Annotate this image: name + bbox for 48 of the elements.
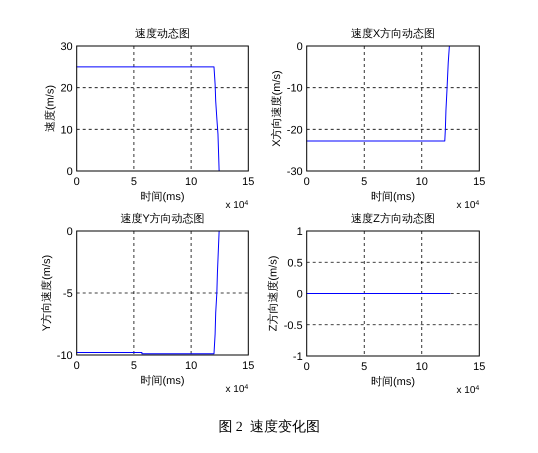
x-tick-label: 15 [242,360,254,372]
y-tick-label: -10 [56,350,73,362]
x-tick-label: 15 [242,176,254,188]
y-tick-label: -30 [286,166,303,178]
y-tick-label: 10 [60,124,73,136]
y-axis-title: Y方向速度(m/s) [40,254,53,332]
y-axis-title: Z方向速度(m/s) [266,256,280,332]
y-tick-label: 0.5 [287,257,303,270]
chart-title: 速度动态图 [135,27,190,40]
text: x 10$^{4}$ [225,200,248,211]
x-tick-label: 10 [416,176,428,188]
x-tick-label: 15 [473,361,486,373]
x-tick-label: 5 [130,176,137,188]
x-tick-label: 10 [184,360,198,372]
text: x 10$^{4}$ [456,384,480,396]
text: x 10$^{4}$ [225,384,248,395]
chart-title: 速度Y方向动态图 [120,212,205,225]
y-tick-label: 20 [60,82,73,95]
y-tick-label: -20 [286,124,303,136]
chart-title: 速度Z方向动态图 [351,212,435,225]
caption: 图 2 速度变化图 [218,419,320,435]
y-tick-label: -10 [286,82,303,95]
line-series [76,230,220,354]
chart-title: 速度X方向动态图 [350,27,436,40]
y-tick-label: 0 [66,166,73,178]
x-axis-title: 时间(ms) [140,374,184,387]
y-tick-label: 0 [296,41,303,53]
y-axis-title: 速度(m/s) [43,84,56,132]
line-series [306,46,450,142]
y-tick-label: 0 [296,288,303,300]
x-axis-title: 时间(ms) [371,190,415,203]
y-tick-label: 1 [296,226,303,238]
x-tick-label: 10 [416,361,428,373]
x-tick-label: 10 [184,176,198,188]
y-tick-label: 30 [60,41,73,53]
y-tick-label: 0 [66,226,73,238]
x-tick-label: 5 [130,360,137,372]
y-axis-title: X方向速度(m/s) [270,70,283,147]
x-tick-label: 5 [361,176,368,188]
x-tick-label: 15 [473,176,486,188]
x-axis-title: 时间(ms) [140,190,184,203]
y-tick-label: -0.5 [284,320,303,332]
line-series [76,66,220,172]
text: x 10$^{4}$ [456,200,480,211]
x-axis-title: 时间(ms) [371,375,415,388]
y-tick-label: -5 [62,288,73,300]
y-tick-label: -1 [292,351,303,363]
x-tick-label: 5 [361,361,368,373]
